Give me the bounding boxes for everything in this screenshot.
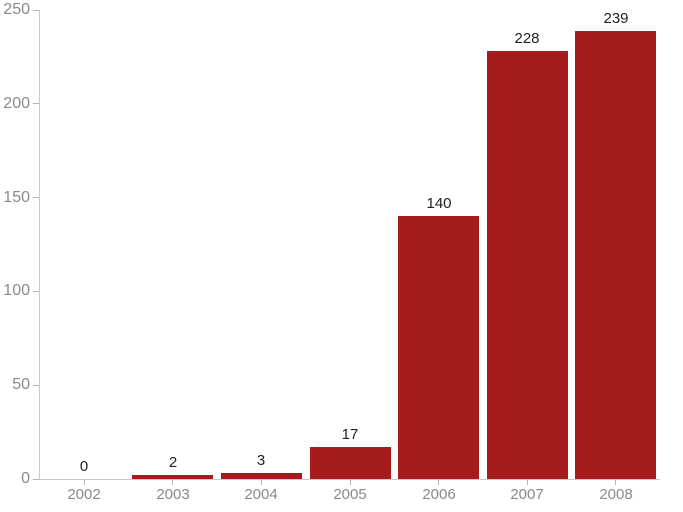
y-axis-tick-label: 200 <box>3 94 30 112</box>
x-axis-label-2006: 2006 <box>422 486 456 503</box>
bar-value-label: 17 <box>341 426 359 443</box>
y-axis-tick <box>33 290 39 292</box>
y-axis-tick-label: 100 <box>3 282 30 300</box>
bar-value-label: 228 <box>514 30 540 47</box>
y-axis-tick <box>33 478 39 480</box>
x-axis-tick <box>526 480 528 485</box>
bar-value-label: 239 <box>603 10 629 27</box>
y-axis-tick <box>33 103 39 105</box>
bar-value-label: 0 <box>79 458 89 475</box>
x-axis-label-2007: 2007 <box>510 486 544 503</box>
x-axis-tick <box>438 480 440 485</box>
x-axis-tick <box>615 480 617 485</box>
bar-value-label: 2 <box>168 454 178 471</box>
x-axis-label-2008: 2008 <box>599 486 633 503</box>
bar-2008 <box>575 31 656 479</box>
y-axis-tick <box>33 384 39 386</box>
y-axis-tick-label: 150 <box>3 188 30 206</box>
y-axis-tick <box>33 197 39 199</box>
bar-2006 <box>398 216 479 479</box>
bar-2005 <box>310 447 391 479</box>
x-axis-tick <box>83 480 85 485</box>
bar-value-label: 140 <box>426 195 452 212</box>
y-axis-tick <box>33 9 39 11</box>
x-axis-label-2003: 2003 <box>156 486 190 503</box>
y-axis-tick-label: 250 <box>3 1 30 18</box>
bar-value-label: 3 <box>256 452 266 469</box>
x-axis-label-2004: 2004 <box>244 486 278 503</box>
y-axis-tick-label: 0 <box>21 470 30 487</box>
x-axis-tick <box>172 480 174 485</box>
plot-area: 0 50 100 150 200 250 0 2002 2 2003 3 2004 17 2005 140 2… <box>3 2 660 503</box>
bar-2007 <box>487 51 568 479</box>
x-axis-label-2002: 2002 <box>67 486 101 503</box>
x-axis-tick <box>260 480 262 485</box>
bar-2003 <box>132 475 213 479</box>
x-axis-label-2005: 2005 <box>333 486 367 503</box>
bar-2004 <box>221 473 302 479</box>
x-axis-tick <box>349 480 351 485</box>
y-axis-tick-label: 50 <box>12 376 30 394</box>
